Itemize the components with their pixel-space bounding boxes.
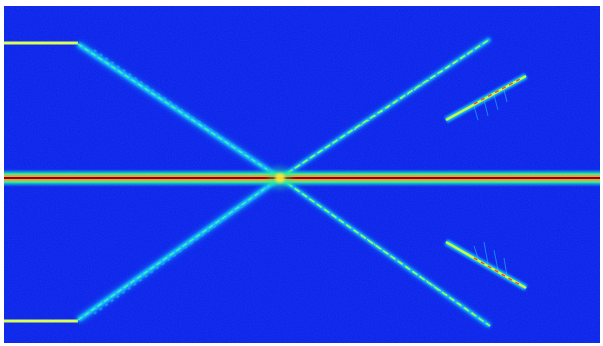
- lower-right-branch: [444, 239, 528, 291]
- intensity-map-svg: [4, 6, 600, 343]
- ascending-track-right: [278, 37, 492, 180]
- ascending-track-left: [76, 175, 282, 323]
- central-horizontal-line: [4, 169, 600, 187]
- upper-right-branch: [444, 73, 528, 123]
- crossing-point: [268, 166, 292, 190]
- descending-track-right: [278, 176, 492, 328]
- intensity-map: [4, 6, 600, 343]
- descending-track-left: [76, 41, 282, 181]
